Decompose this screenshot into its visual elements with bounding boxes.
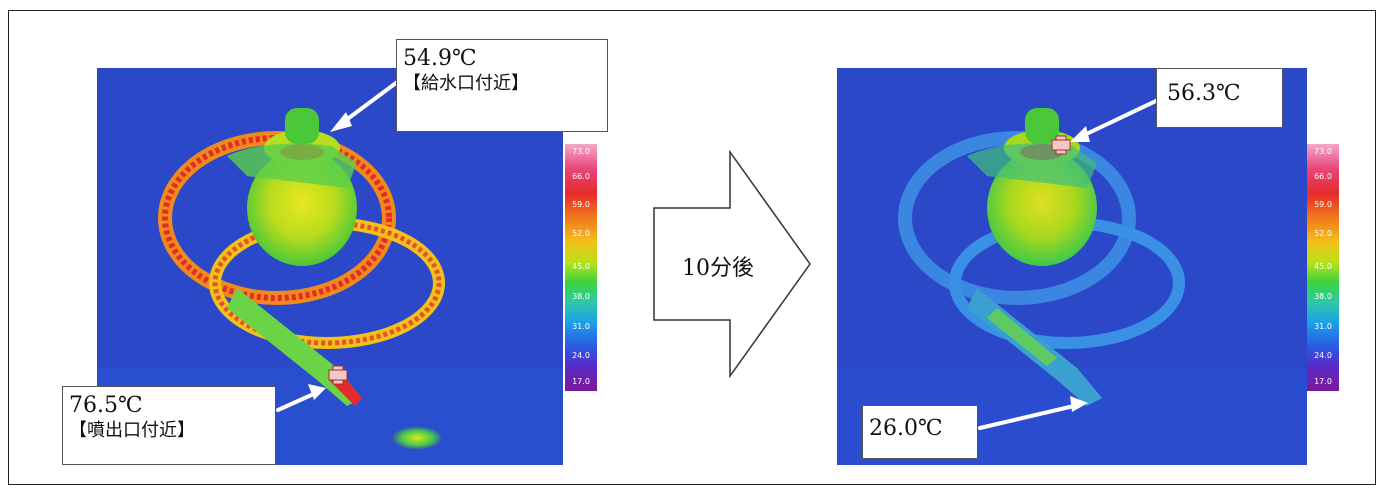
callout-temperature: 76.5℃	[69, 393, 143, 418]
callout-after-feed: 56.3℃	[1156, 68, 1283, 128]
scale-tick: 45.0	[572, 262, 590, 271]
scale-tick: 17.0	[1314, 377, 1332, 386]
callout-nozzle-outlet: 76.5℃ 【噴出口付近】	[62, 386, 276, 465]
scale-tick: 59.0	[1314, 200, 1332, 209]
arrow-feed-head	[330, 112, 352, 132]
callout-location: 【給水口付近】	[403, 73, 529, 94]
scale-tick: 52.0	[1314, 229, 1332, 238]
arrow-after-top-pointer	[1076, 98, 1160, 140]
scale-tick: 38.0	[572, 292, 590, 301]
scale-tick: 66.0	[1314, 172, 1332, 181]
callout-temperature: 54.9℃	[403, 46, 477, 71]
arrow-after-top-head	[1070, 126, 1090, 142]
scale-tick: 52.0	[572, 229, 590, 238]
callout-after-nozzle: 26.0℃	[862, 405, 978, 459]
color-scale-bar	[565, 144, 597, 391]
callout-temperature: 26.0℃	[869, 416, 943, 441]
temperature-scale-after: 73.0 66.0 59.0 52.0 45.0 38.0 31.0 24.0 …	[1307, 144, 1339, 391]
scale-tick: 17.0	[572, 377, 590, 386]
scale-tick: 38.0	[1314, 292, 1332, 301]
scale-tick: 31.0	[1314, 322, 1332, 331]
scale-tick: 73.0	[1314, 147, 1332, 156]
callout-location: 【噴出口付近】	[69, 420, 195, 441]
scale-tick: 24.0	[572, 351, 590, 360]
arrow-after-bottom-pointer	[978, 403, 1080, 430]
color-scale-bar	[1307, 144, 1339, 391]
scale-tick: 73.0	[572, 147, 590, 156]
crosshair-marker	[328, 365, 348, 385]
scale-tick: 59.0	[572, 200, 590, 209]
callout-feed-inlet: 54.9℃ 【給水口付近】	[396, 39, 608, 132]
temperature-scale-before: 73.0 66.0 59.0 52.0 45.0 38.0 31.0 24.0 …	[565, 144, 597, 391]
crosshair-marker	[1051, 135, 1071, 155]
scale-tick: 45.0	[1314, 262, 1332, 271]
scale-tick: 24.0	[1314, 351, 1332, 360]
arrow-after-bottom-head	[1070, 396, 1088, 412]
arrow-nozzle-head	[308, 384, 326, 400]
transition-label: 10分後	[682, 256, 754, 281]
transition-arrow-icon	[653, 150, 811, 378]
scale-tick: 66.0	[572, 172, 590, 181]
callout-temperature: 56.3℃	[1167, 81, 1241, 106]
scale-tick: 31.0	[572, 322, 590, 331]
arrow-nozzle-pointer	[276, 390, 320, 412]
